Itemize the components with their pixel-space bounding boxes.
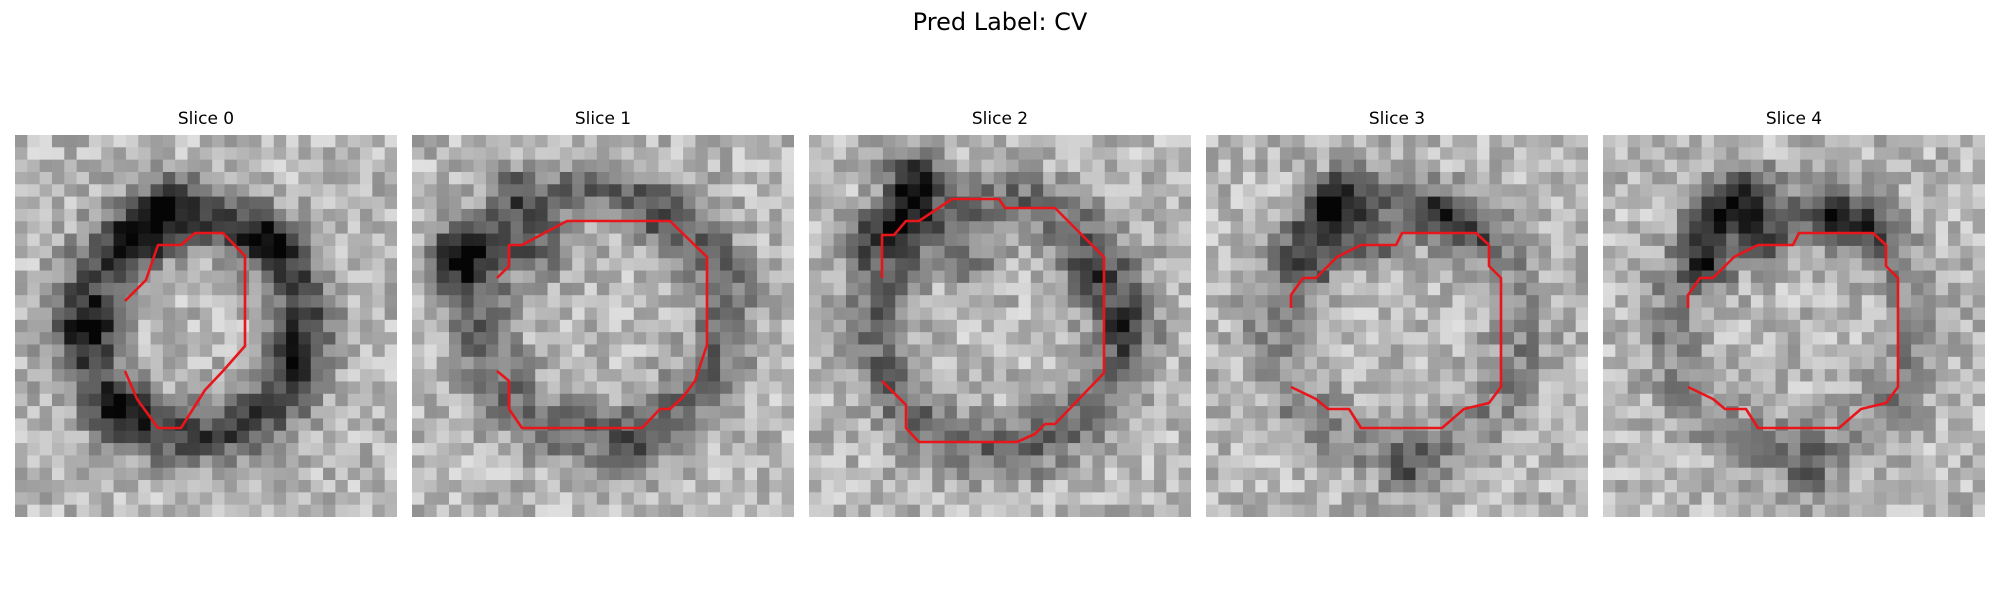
- pixel-grid: [809, 135, 1191, 517]
- pixel-grid: [412, 135, 794, 517]
- prediction-contour: [1686, 231, 1900, 430]
- slice-image: [15, 135, 397, 517]
- slice-image-svg: [809, 135, 1191, 517]
- slice-image: [1603, 135, 1985, 517]
- slice-panel-2: Slice 2: [809, 108, 1191, 517]
- slice-title: Slice 1: [574, 109, 632, 129]
- pixel-grid: [15, 135, 397, 517]
- slice-image: [1206, 135, 1588, 517]
- slice-image-svg: [1603, 135, 1985, 517]
- slice-image-svg: [412, 135, 794, 517]
- slice-panel-1: Slice 1: [412, 108, 794, 517]
- slice-image: [412, 135, 794, 517]
- slice-title: Slice 0: [177, 109, 235, 129]
- slice-image-svg: [1206, 135, 1588, 517]
- prediction-contour: [1289, 231, 1503, 430]
- pixel-grid: [1206, 135, 1588, 517]
- slice-panel-4: Slice 4: [1603, 108, 1985, 517]
- prediction-contour: [496, 219, 709, 430]
- slice-image-svg: [15, 135, 397, 517]
- slice-panel-0: Slice 0: [15, 108, 397, 517]
- slice-title: Slice 2: [971, 109, 1029, 129]
- prediction-contour: [880, 197, 1106, 444]
- slice-title: Slice 4: [1765, 109, 1823, 129]
- slice-image: [809, 135, 1191, 517]
- pixel-grid: [1603, 135, 1985, 517]
- slice-title: Slice 3: [1368, 109, 1426, 129]
- prediction-contour: [123, 231, 247, 430]
- figure-title: Pred Label: CV: [912, 8, 1088, 36]
- slice-panel-3: Slice 3: [1206, 108, 1588, 517]
